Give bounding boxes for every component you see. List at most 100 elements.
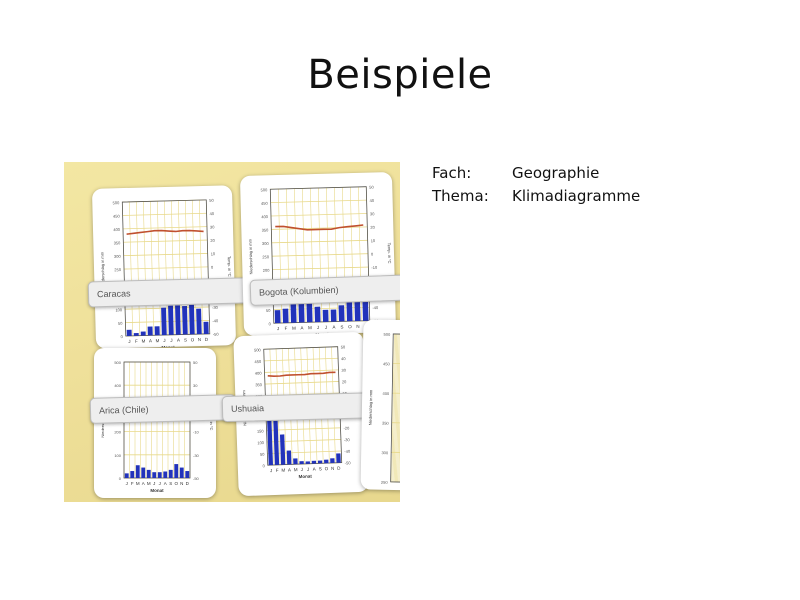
- month-label: J: [307, 467, 309, 472]
- precip-tick-label: 50: [118, 321, 123, 326]
- climate-card-arica: 500504003030010200-10100-300-50Niedersch…: [94, 348, 216, 498]
- precip-bar-S: [182, 306, 188, 335]
- month-label: D: [186, 481, 190, 486]
- precip-bar-A: [286, 450, 292, 465]
- precip-bar-A: [330, 309, 337, 322]
- precip-bar-J: [168, 305, 174, 335]
- precip-bar-F: [273, 420, 280, 465]
- precip-tick-label: 250: [381, 480, 389, 485]
- temp-tick-label: 30: [193, 383, 198, 388]
- precip-tick-label: 500: [254, 347, 262, 352]
- y-axis-label-left: Niederschlag in mm: [100, 251, 106, 287]
- precip-bar-N: [179, 467, 184, 478]
- month-label: M: [294, 467, 298, 472]
- precip-tick-label: 100: [115, 307, 123, 312]
- temp-tick-label: 20: [370, 225, 375, 230]
- month-label: J: [163, 338, 165, 343]
- month-label: J: [126, 481, 128, 486]
- grid-column: [398, 334, 400, 483]
- thema-label: Thema:: [432, 187, 489, 205]
- temperature-line: [275, 224, 364, 231]
- month-label: J: [128, 339, 130, 344]
- fach-row: Fach: Geographie: [432, 162, 640, 185]
- precip-tick-label: 50: [260, 452, 265, 457]
- temp-tick-label: 50: [193, 360, 198, 365]
- precip-bar-S: [317, 460, 323, 464]
- precip-tick-label: 500: [113, 200, 121, 205]
- x-axis-label: Monat: [298, 474, 312, 479]
- temp-tick-label: 0: [371, 252, 374, 257]
- precip-tick-label: 0: [119, 476, 122, 481]
- month-label: A: [300, 325, 303, 330]
- precip-tick-label: 250: [262, 254, 270, 259]
- fach-label: Fach:: [432, 164, 472, 182]
- precip-bar-J: [299, 461, 304, 465]
- precip-tick-label: 350: [262, 227, 270, 232]
- thema-row: Thema: Klimadiagramme: [432, 185, 640, 208]
- temp-tick-label: -10: [371, 265, 378, 270]
- precip-tick-label: 450: [261, 201, 269, 206]
- temp-tick-label: 40: [341, 356, 346, 361]
- temperature-line: [267, 371, 336, 378]
- climate-card-caracas: 50050450404003035020300102500200-10150-2…: [91, 185, 237, 349]
- precip-bar-M: [146, 469, 151, 478]
- temp-tick-label: -30: [193, 453, 200, 458]
- grid-column: [392, 333, 396, 482]
- temp-tick-label: 20: [342, 379, 347, 384]
- temp-tick-label: -30: [344, 437, 351, 442]
- temp-tick-label: -20: [343, 425, 350, 430]
- temp-tick-label: 30: [210, 224, 215, 229]
- temp-tick-label: 30: [341, 368, 346, 373]
- precip-bar-D: [362, 301, 369, 321]
- precip-bar-M: [135, 465, 140, 478]
- y-axis-label-left: Niederschlag in mm: [248, 238, 254, 274]
- precip-bar-J: [305, 461, 310, 464]
- month-label: S: [319, 466, 322, 471]
- temp-tick-label: -40: [212, 318, 219, 323]
- precip-bar-F: [133, 333, 139, 336]
- month-label: F: [276, 468, 279, 473]
- temp-tick-label: 30: [370, 211, 375, 216]
- precip-tick-label: 200: [263, 268, 271, 273]
- grid-column: [395, 333, 399, 482]
- month-label: A: [149, 338, 152, 343]
- month-label: O: [174, 481, 178, 486]
- precip-bar-A: [163, 471, 168, 478]
- precip-bar-J: [124, 473, 129, 478]
- precip-tick-label: 350: [255, 382, 263, 387]
- precip-bar-D: [185, 471, 190, 478]
- precip-bar-J: [161, 307, 167, 336]
- precip-tick-label: 450: [254, 359, 262, 364]
- precip-bar-J: [157, 472, 162, 478]
- precip-tick-label: 0: [269, 321, 272, 326]
- temp-tick-label: -40: [372, 305, 379, 310]
- precip-tick-label: 350: [382, 421, 390, 426]
- grid-column: [128, 201, 134, 336]
- precip-tick-label: 100: [114, 453, 121, 458]
- temp-tick-label: -50: [193, 476, 200, 481]
- temp-tick-label: 40: [370, 198, 375, 203]
- month-label: A: [142, 481, 145, 486]
- month-label: M: [147, 481, 151, 486]
- temp-tick-label: -50: [213, 332, 220, 337]
- y-axis-label-right: Temp. in °C: [227, 256, 233, 277]
- precip-tick-label: 350: [114, 240, 122, 245]
- grid-column: [135, 201, 141, 336]
- precip-tick-label: 300: [114, 254, 122, 259]
- precip-tick-label: 250: [114, 267, 122, 272]
- precip-bar-S: [168, 469, 173, 478]
- fach-value: Geographie: [512, 164, 600, 182]
- month-label: F: [135, 339, 138, 344]
- month-label: A: [288, 467, 291, 472]
- temp-tick-label: -30: [212, 305, 219, 310]
- precip-bar-S: [338, 305, 345, 322]
- grid-column: [184, 200, 190, 335]
- grid-column: [391, 333, 395, 482]
- city-label-bogota: Bogota (Kolumbien): [249, 274, 400, 306]
- grid-column: [393, 333, 398, 482]
- month-label: M: [292, 326, 296, 331]
- month-label: M: [136, 481, 140, 486]
- precip-bar-M: [140, 331, 146, 336]
- precip-tick-label: 500: [114, 360, 121, 365]
- temp-tick-label: -50: [345, 460, 352, 465]
